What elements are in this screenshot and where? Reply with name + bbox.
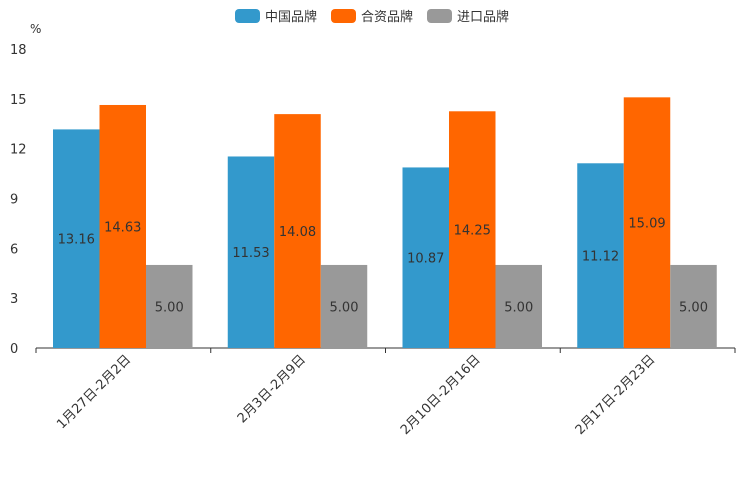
legend: 中国品牌 合资品牌 进口品牌 bbox=[0, 6, 744, 25]
y-tick-label: 0 bbox=[10, 342, 18, 357]
bar-value-label: 11.12 bbox=[582, 250, 619, 265]
bar-value-label: 5.00 bbox=[330, 300, 359, 315]
legend-label-imported: 进口品牌 bbox=[457, 10, 510, 25]
bar-value-label: 5.00 bbox=[679, 300, 708, 315]
bar-value-label: 5.00 bbox=[155, 300, 184, 315]
bar-value-label: 15.09 bbox=[628, 217, 665, 232]
bar-imported bbox=[495, 264, 542, 348]
bar-joint-venture bbox=[623, 97, 671, 348]
x-tick-label: 2月17日-2月23日 bbox=[573, 352, 659, 438]
bar-imported bbox=[320, 264, 368, 348]
legend-swatch-domestic bbox=[234, 8, 260, 23]
bar-value-label: 10.87 bbox=[407, 252, 444, 267]
x-tick-label: 1月27日-2月2日 bbox=[54, 352, 134, 432]
y-tick-label: 9 bbox=[10, 193, 18, 208]
bar-domestic bbox=[53, 129, 100, 348]
bar-domestic bbox=[227, 156, 275, 348]
y-tick-label: 3 bbox=[10, 292, 18, 307]
bar-joint-venture bbox=[274, 114, 321, 348]
bar-domestic bbox=[577, 163, 624, 348]
y-tick-label: 12 bbox=[10, 143, 27, 158]
y-tick-label: 15 bbox=[10, 93, 27, 108]
bar-value-label: 14.08 bbox=[279, 225, 316, 240]
bar-value-label: 14.25 bbox=[454, 224, 491, 239]
x-tick-label: 2月10日-2月16日 bbox=[398, 352, 484, 438]
bar-value-label: 13.16 bbox=[58, 233, 95, 248]
bar-imported bbox=[146, 264, 193, 348]
bar-value-label: 5.00 bbox=[504, 300, 533, 315]
legend-item-joint-venture[interactable]: 合资品牌 bbox=[330, 6, 413, 25]
x-tick-label: 2月3日-2月9日 bbox=[235, 352, 309, 426]
bar-imported bbox=[670, 264, 717, 348]
y-tick-label: 18 bbox=[10, 43, 27, 58]
legend-label-domestic: 中国品牌 bbox=[264, 10, 317, 25]
legend-swatch-imported bbox=[427, 8, 452, 23]
legend-swatch-joint-venture bbox=[330, 8, 356, 23]
legend-item-domestic[interactable]: 中国品牌 bbox=[234, 6, 317, 25]
bar-joint-venture bbox=[449, 111, 496, 349]
bar-value-label: 14.63 bbox=[104, 220, 141, 235]
bar-domestic bbox=[402, 167, 449, 348]
bar-joint-venture bbox=[99, 104, 146, 348]
y-axis-unit: % bbox=[30, 22, 42, 36]
bar-value-label: 11.53 bbox=[232, 246, 269, 261]
legend-item-imported[interactable]: 进口品牌 bbox=[427, 6, 509, 25]
legend-label-joint-venture: 合资品牌 bbox=[360, 10, 413, 25]
y-tick-label: 6 bbox=[10, 242, 18, 257]
